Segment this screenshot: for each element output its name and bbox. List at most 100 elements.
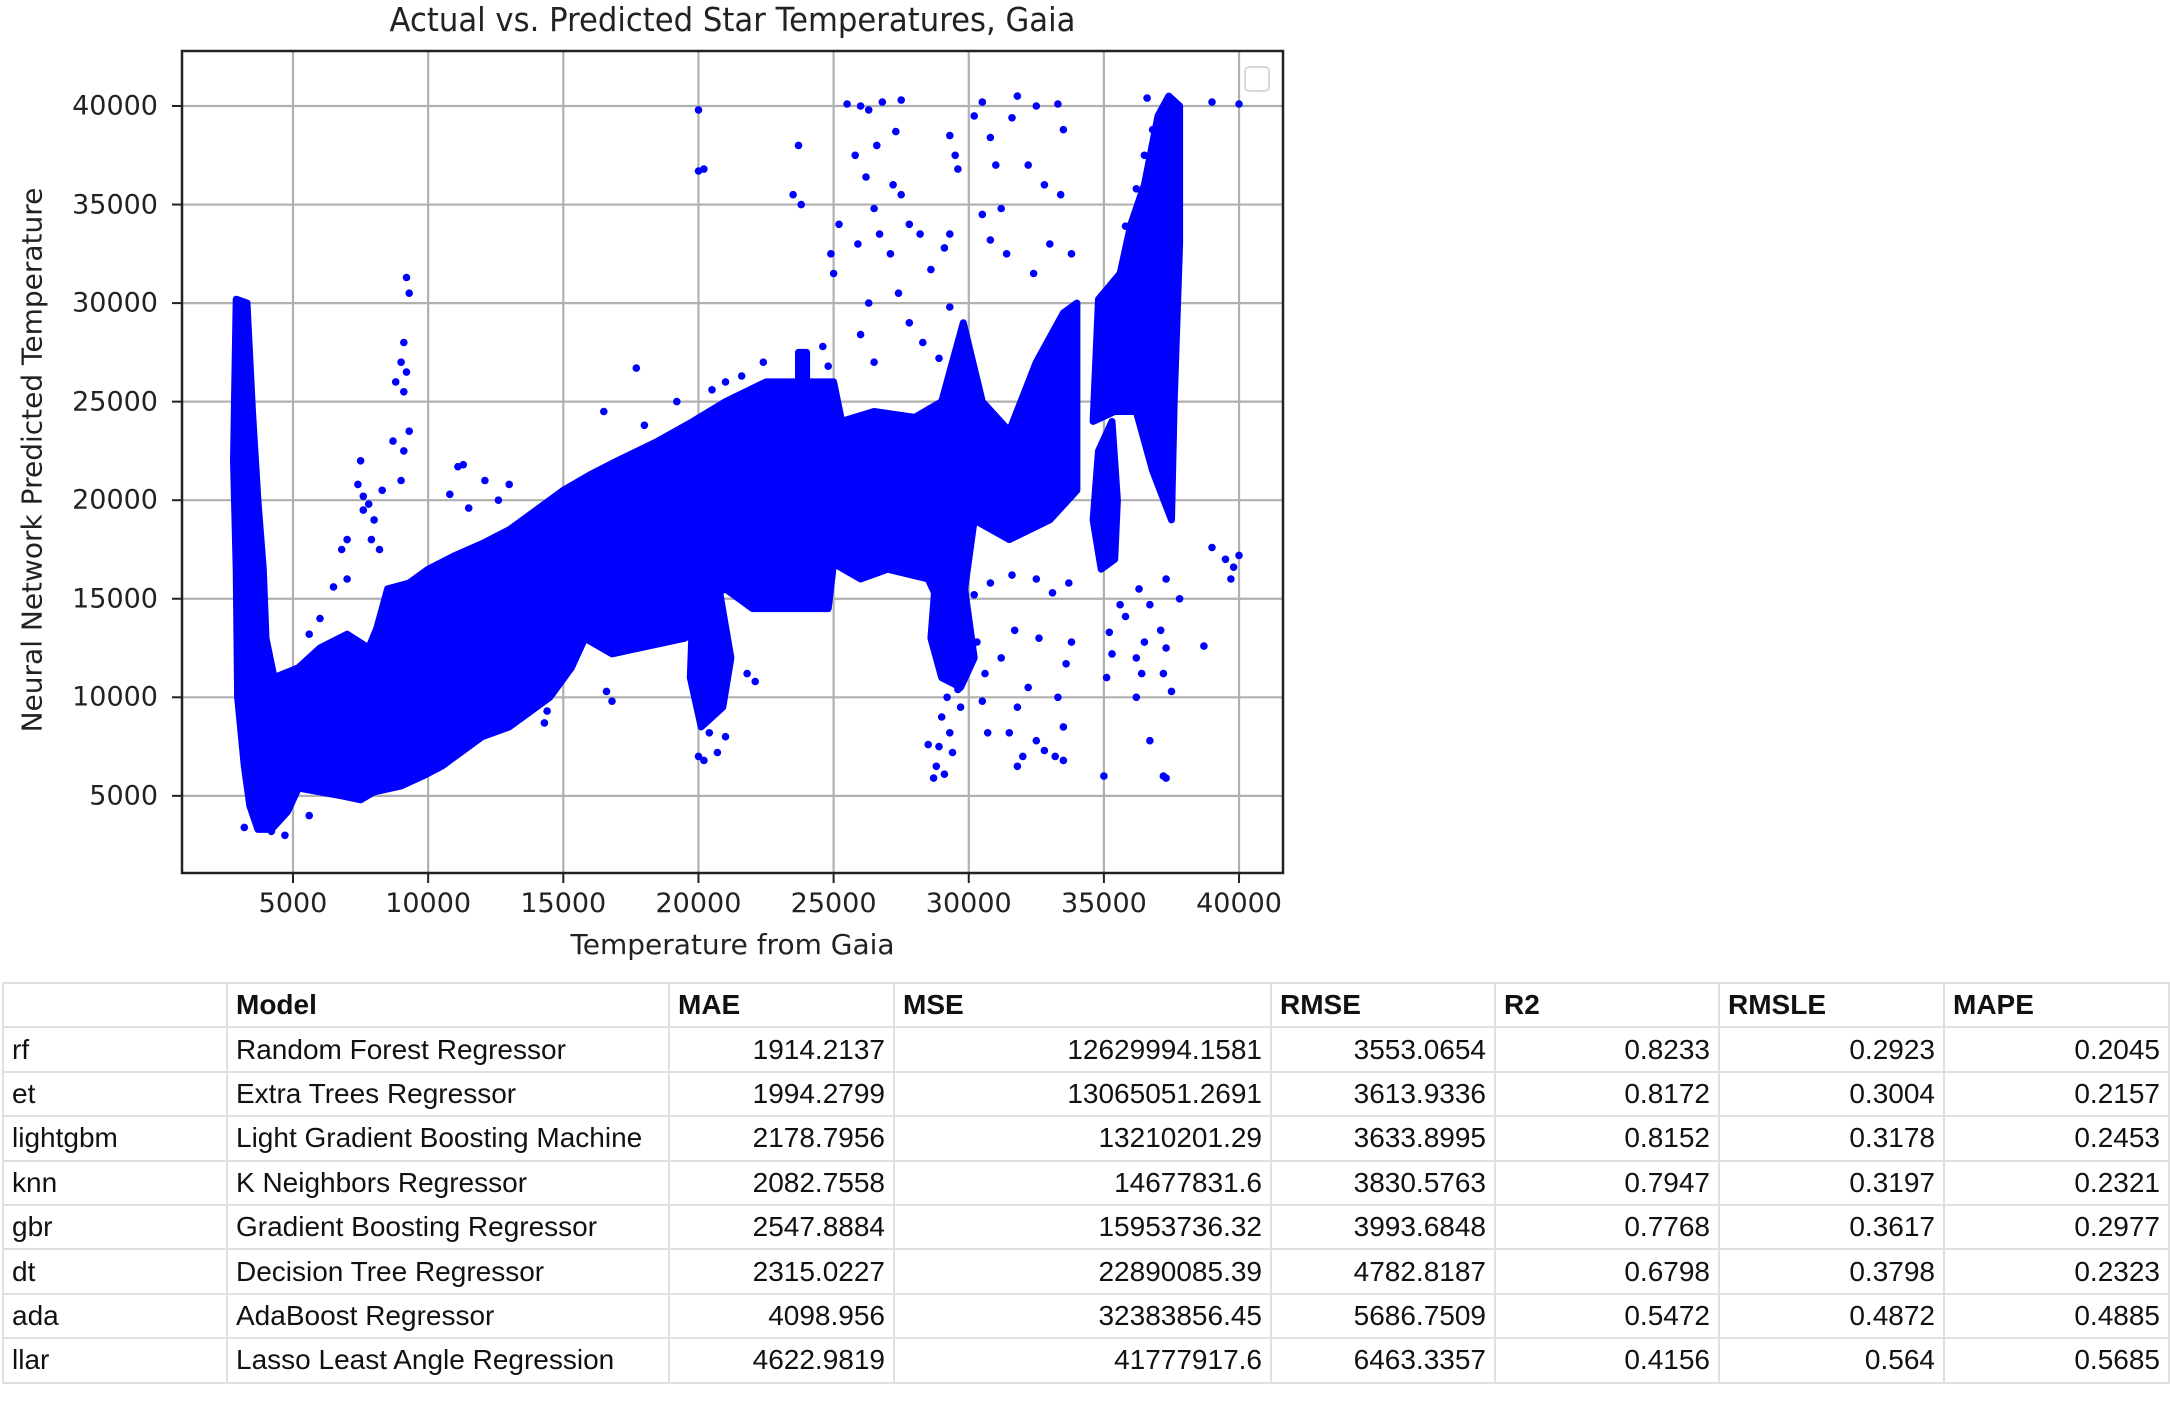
data-point bbox=[1146, 736, 1154, 745]
data-point bbox=[843, 100, 851, 108]
data-point bbox=[1040, 181, 1049, 189]
data-point bbox=[1048, 589, 1057, 597]
data-point bbox=[1013, 762, 1022, 771]
data-point bbox=[1013, 92, 1022, 100]
data-point bbox=[951, 151, 959, 160]
cell-mae: 2547.8884 bbox=[668, 1203, 895, 1251]
cell-rmsle: 0.564 bbox=[1718, 1337, 1945, 1384]
data-point bbox=[608, 697, 616, 705]
data-point bbox=[364, 500, 373, 508]
data-point bbox=[240, 823, 249, 832]
header-r2: R2 bbox=[1494, 981, 1720, 1029]
dense-point-cluster bbox=[1089, 92, 1184, 524]
data-point bbox=[1019, 752, 1027, 761]
cell-id: dt bbox=[2, 1248, 228, 1295]
data-point bbox=[1059, 723, 1068, 731]
data-point bbox=[1208, 543, 1216, 552]
data-point bbox=[864, 299, 873, 307]
cell-rmse: 6463.3357 bbox=[1270, 1337, 1496, 1384]
data-point bbox=[897, 190, 905, 199]
cell-id: et bbox=[2, 1070, 228, 1118]
data-point bbox=[1013, 703, 1022, 711]
x-tick-label: 35000 bbox=[1060, 888, 1147, 919]
cell-rmsle: 0.4872 bbox=[1718, 1292, 1945, 1340]
data-point bbox=[694, 167, 703, 175]
cell-rmsle: 0.3617 bbox=[1718, 1203, 1945, 1251]
y-tick-label: 5000 bbox=[89, 780, 158, 812]
x-tick-label: 15000 bbox=[520, 888, 607, 919]
data-point bbox=[1200, 642, 1208, 650]
cell-id: llar bbox=[2, 1337, 228, 1384]
data-point bbox=[356, 457, 365, 465]
data-point bbox=[343, 575, 351, 583]
cell-mse: 13210201.29 bbox=[893, 1115, 1272, 1162]
data-point bbox=[943, 693, 951, 702]
data-point bbox=[1008, 114, 1016, 122]
data-point bbox=[851, 151, 859, 160]
data-point bbox=[400, 447, 408, 455]
data-point bbox=[905, 319, 914, 327]
dense-point-cluster bbox=[927, 565, 978, 691]
data-point bbox=[856, 330, 865, 339]
data-point bbox=[935, 742, 943, 751]
data-point bbox=[986, 236, 995, 244]
data-point bbox=[402, 368, 411, 376]
data-point bbox=[459, 460, 468, 469]
data-point bbox=[1059, 756, 1068, 765]
data-point bbox=[540, 719, 549, 727]
data-point bbox=[794, 141, 803, 150]
data-point bbox=[819, 342, 827, 351]
data-point bbox=[946, 729, 954, 737]
data-point bbox=[397, 476, 405, 485]
cell-rmsle: 0.3004 bbox=[1718, 1070, 1945, 1118]
data-point bbox=[932, 762, 941, 771]
data-point bbox=[1056, 190, 1065, 199]
cell-r2: 0.8233 bbox=[1494, 1026, 1720, 1073]
dense-point-cluster bbox=[1089, 417, 1121, 573]
data-point bbox=[854, 240, 862, 248]
cell-rmse: 4782.8187 bbox=[1270, 1248, 1496, 1295]
data-point bbox=[892, 127, 900, 136]
y-tick-labels: 5000 10000 15000 20000 25000 30000 35000 40000 bbox=[0, 0, 158, 975]
data-point bbox=[305, 630, 314, 638]
chart-title: Actual vs. Predicted Star Temperatures, … bbox=[389, 0, 1076, 39]
x-tick-label: 10000 bbox=[385, 888, 472, 919]
y-tick-label: 40000 bbox=[72, 90, 158, 122]
data-point bbox=[981, 669, 989, 678]
scatter-chart: Actual vs. Predicted Star Temperatures, … bbox=[0, 0, 1300, 975]
data-point bbox=[916, 230, 924, 238]
cell-mse: 12629994.1581 bbox=[893, 1026, 1272, 1073]
data-point bbox=[1229, 563, 1238, 571]
empty-legend bbox=[1244, 66, 1270, 92]
data-point bbox=[1065, 579, 1073, 587]
data-point bbox=[329, 583, 338, 591]
table-header-row: Model MAE MSE RMSE R2 RMSLE MAPE bbox=[2, 981, 2170, 1029]
data-point bbox=[986, 579, 995, 587]
data-point bbox=[1162, 575, 1170, 583]
data-point bbox=[505, 480, 513, 489]
data-point bbox=[1137, 669, 1146, 678]
cell-model: AdaBoost Regressor bbox=[226, 1292, 670, 1340]
data-point bbox=[956, 703, 965, 711]
data-point bbox=[1162, 774, 1170, 782]
cell-model: K Neighbors Regressor bbox=[226, 1159, 670, 1206]
cell-rmsle: 0.3178 bbox=[1718, 1115, 1945, 1162]
cell-rmse: 3993.6848 bbox=[1270, 1203, 1496, 1251]
y-tick-label: 15000 bbox=[72, 583, 158, 615]
header-rmse: RMSE bbox=[1270, 981, 1496, 1029]
data-point bbox=[897, 96, 905, 104]
table-row: knn K Neighbors Regressor 2082.7558 1467… bbox=[2, 1159, 2170, 1206]
cell-rmse: 3830.5763 bbox=[1270, 1159, 1496, 1206]
cell-mse: 15953736.32 bbox=[893, 1203, 1272, 1251]
data-point bbox=[602, 687, 611, 696]
data-point bbox=[789, 190, 797, 199]
cell-id: knn bbox=[2, 1159, 228, 1206]
cell-mae: 4098.956 bbox=[668, 1292, 895, 1340]
data-point bbox=[1010, 626, 1019, 635]
cell-mape: 0.2045 bbox=[1943, 1026, 2170, 1073]
cell-mae: 2315.0227 bbox=[668, 1248, 895, 1295]
data-point bbox=[1102, 673, 1111, 682]
x-tick-label: 25000 bbox=[790, 888, 877, 919]
data-point bbox=[367, 535, 376, 544]
data-point bbox=[997, 204, 1005, 213]
